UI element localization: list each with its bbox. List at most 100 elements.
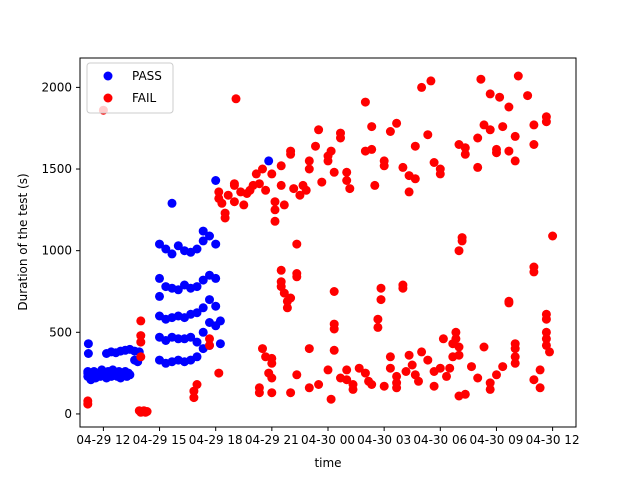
data-point [495,92,505,102]
data-point [510,344,520,354]
data-point [485,89,495,99]
data-point [348,384,358,394]
data-point [545,347,554,357]
data-point [492,370,501,380]
data-point [417,347,427,357]
legend: PASS FAIL [86,62,174,114]
data-point [215,339,225,349]
data-point [404,350,414,360]
data-point [214,187,224,197]
data-point [136,331,146,341]
x-axis-ticks: 04-29 12 04-29 15 04-29 18 04-29 21 04-30 00… [76,427,580,447]
data-point [541,327,551,337]
legend-marker-pass [103,71,113,81]
data-point [498,122,508,132]
data-point [279,288,289,298]
data-point [523,91,533,101]
data-point [492,148,501,158]
data-point [192,244,202,254]
data-point [485,125,495,135]
data-point [282,303,292,313]
data-point [513,71,523,81]
data-point [217,198,227,208]
data-point [211,301,221,311]
data-point [454,350,464,360]
data-point [398,162,408,172]
data-point [198,303,208,313]
y-axis-ticks: 0 500 1000 1500 2000 [41,80,80,421]
data-point [276,265,286,275]
data-point [317,177,327,187]
data-point [435,164,445,174]
data-point [186,332,196,342]
data-point [329,345,339,355]
data-point [142,407,152,416]
data-point [205,334,214,344]
data-point [198,236,208,246]
data-point [205,340,214,350]
data-point [311,141,320,151]
data-point [205,295,214,305]
data-point [460,143,470,153]
x-tick-label: 04-29 18 [189,433,243,447]
data-point [404,187,414,197]
data-point [292,239,302,249]
data-point [155,291,164,301]
data-point [254,383,264,393]
x-tick-label: 04-30 09 [469,433,523,447]
data-point [267,169,277,179]
data-point [83,399,93,409]
data-point [276,180,286,190]
data-point [510,131,520,141]
data-point [476,74,486,84]
data-point [270,197,280,207]
y-tick-label: 1000 [41,244,72,258]
data-point [258,164,267,174]
data-point [360,368,370,378]
data-point [292,370,302,380]
data-point [342,365,352,375]
legend-label-fail: FAIL [132,91,157,105]
data-point [535,383,545,393]
data-point [231,94,241,104]
data-point [385,127,395,136]
data-point [417,82,427,92]
data-point [211,176,221,185]
data-point [451,334,461,344]
data-point [329,287,339,296]
data-point [392,383,402,393]
data-point [460,149,470,159]
data-point [479,342,489,352]
x-tick-label: 04-29 15 [133,433,187,447]
data-point [342,375,352,385]
data-point [401,367,411,376]
data-points [83,71,558,417]
data-point [279,200,289,210]
data-point [329,167,339,177]
data-point [214,368,224,378]
x-tick-label: 04-30 12 [526,433,580,447]
data-point [504,146,514,156]
data-point [504,298,514,308]
data-point [83,339,93,349]
data-point [270,216,280,226]
data-point [426,76,436,86]
data-point [136,316,146,326]
data-point [276,161,286,171]
data-point [407,360,417,370]
data-point [192,352,202,362]
legend-marker-fail [103,93,113,103]
x-axis-label: time [314,456,341,470]
data-point [323,156,333,166]
data-point [342,167,352,177]
x-tick-label: 04-30 06 [413,433,467,447]
data-point [398,280,408,290]
data-point [295,190,305,200]
data-point [192,337,202,347]
data-point [173,285,183,295]
data-point [136,337,146,347]
data-point [223,190,233,200]
data-point [136,352,146,362]
data-point [267,388,277,398]
data-point [429,158,439,167]
